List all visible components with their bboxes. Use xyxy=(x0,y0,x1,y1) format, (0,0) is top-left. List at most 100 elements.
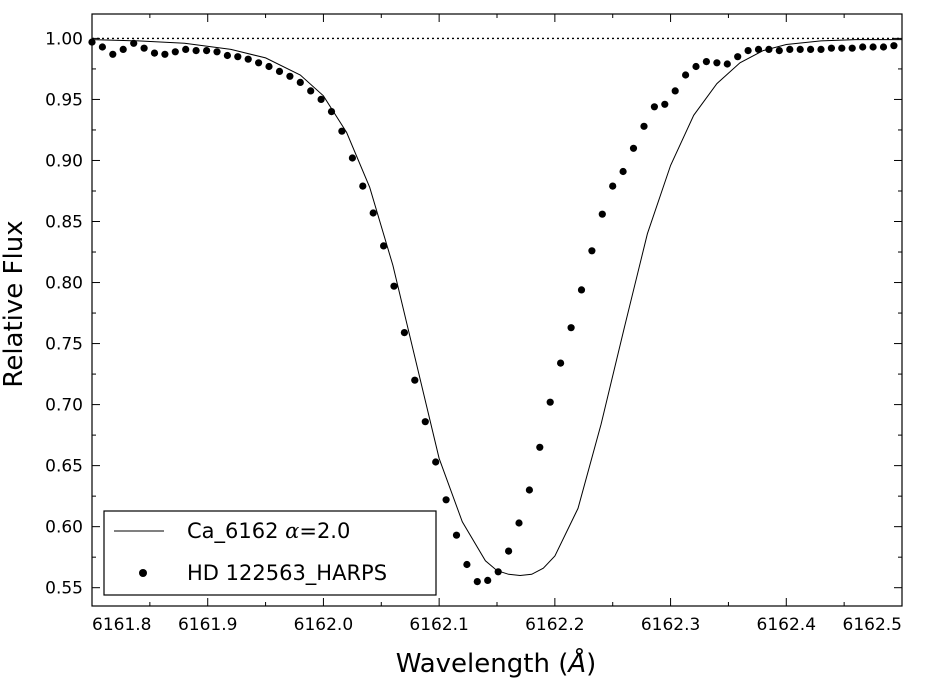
data-point xyxy=(869,43,877,51)
legend-label-observed: HD 122563_HARPS xyxy=(187,561,387,586)
data-point xyxy=(484,576,492,585)
data-point xyxy=(577,286,586,294)
data-point xyxy=(661,100,669,108)
data-point xyxy=(109,50,117,58)
data-point xyxy=(234,53,242,61)
x-axis-label: Wavelength (Å) xyxy=(396,647,597,679)
data-point xyxy=(161,50,169,58)
plot-area xyxy=(88,37,902,586)
legend: Ca_6162 α=2.0 HD 122563_HARPS xyxy=(103,510,437,596)
data-point xyxy=(223,51,231,60)
data-point xyxy=(817,45,825,54)
model-line-ca-6162 xyxy=(91,39,902,577)
data-point xyxy=(473,578,481,586)
data-point xyxy=(536,443,544,451)
data-point xyxy=(390,282,398,290)
y-tick-label: 0.75 xyxy=(45,335,83,355)
legend-box xyxy=(103,510,437,596)
data-point xyxy=(765,45,773,54)
data-point xyxy=(119,45,127,54)
x-tick-labels: 6161.8 6161.9 6162.0 6162.1 6162.2 6162.3 6162… xyxy=(92,615,902,635)
y-tick-label: 0.55 xyxy=(45,579,83,599)
data-point xyxy=(348,154,356,162)
data-point xyxy=(286,72,294,80)
axis-ticks xyxy=(91,14,903,606)
data-point xyxy=(442,496,450,504)
y-tick-label: 0.95 xyxy=(45,90,83,110)
data-point xyxy=(650,103,659,111)
data-point xyxy=(327,108,336,116)
data-point xyxy=(702,58,711,66)
data-point xyxy=(859,43,867,51)
data-point xyxy=(265,62,273,71)
y-tick-label: 1.00 xyxy=(45,29,83,49)
y-tick-label: 0.90 xyxy=(45,151,83,171)
data-point xyxy=(150,49,159,57)
data-point xyxy=(796,45,804,54)
x-tick-label: 6162.0 xyxy=(294,615,353,635)
data-point xyxy=(619,167,627,176)
data-point xyxy=(692,62,700,71)
data-point xyxy=(171,48,179,56)
data-point xyxy=(754,45,763,54)
data-point xyxy=(515,519,523,527)
legend-marker-swatch xyxy=(139,569,147,577)
data-point xyxy=(182,45,190,54)
data-point xyxy=(130,39,138,47)
data-point xyxy=(567,324,575,332)
y-tick-label: 0.70 xyxy=(45,396,83,416)
data-point xyxy=(307,87,315,95)
data-point xyxy=(807,45,815,54)
data-point xyxy=(588,247,596,255)
data-point xyxy=(244,55,252,63)
legend-label-model: Ca_6162 α=2.0 xyxy=(187,519,350,544)
data-point xyxy=(786,45,794,54)
data-point xyxy=(463,560,471,569)
data-point xyxy=(255,59,263,67)
data-point xyxy=(890,42,898,50)
data-point xyxy=(359,182,367,190)
data-point xyxy=(338,127,346,135)
data-point xyxy=(432,458,440,466)
data-point xyxy=(494,568,502,576)
x-tick-label: 6161.8 xyxy=(92,615,151,635)
data-point xyxy=(380,242,388,250)
data-point xyxy=(838,44,846,52)
data-point xyxy=(713,59,721,67)
data-point xyxy=(775,47,783,55)
data-point xyxy=(140,44,148,52)
data-point xyxy=(411,376,419,384)
plot-frame xyxy=(91,13,903,607)
x-tick-label: 6162.3 xyxy=(641,615,700,635)
data-point xyxy=(546,398,554,406)
data-point xyxy=(879,43,888,51)
observed-data-points xyxy=(88,38,898,586)
data-point xyxy=(609,182,617,190)
data-point xyxy=(640,122,648,130)
data-point xyxy=(400,329,408,337)
data-point xyxy=(369,209,377,217)
data-point xyxy=(682,71,690,79)
y-axis-label: Relative Flux xyxy=(0,220,29,387)
y-tick-label: 0.60 xyxy=(45,518,83,538)
data-point xyxy=(203,47,211,55)
data-point xyxy=(275,67,284,75)
data-point xyxy=(421,418,429,426)
x-tick-label: 6162.2 xyxy=(525,615,584,635)
y-tick-labels: 0.55 0.60 0.65 0.70 0.75 0.80 0.85 0.90 0.95 1.00 xyxy=(45,29,83,598)
x-tick-label: 6161.9 xyxy=(178,615,237,635)
data-point xyxy=(505,547,513,555)
data-point xyxy=(98,43,106,51)
data-point xyxy=(452,531,461,539)
data-point xyxy=(848,44,856,52)
x-tick-label: 6162.5 xyxy=(843,615,902,635)
data-point xyxy=(213,48,221,56)
x-tick-label: 6162.1 xyxy=(409,615,468,635)
data-point xyxy=(317,95,325,103)
data-point xyxy=(525,486,534,494)
data-point xyxy=(296,78,304,86)
data-point xyxy=(192,47,200,55)
y-tick-label: 0.85 xyxy=(45,213,83,233)
data-point xyxy=(629,144,638,152)
